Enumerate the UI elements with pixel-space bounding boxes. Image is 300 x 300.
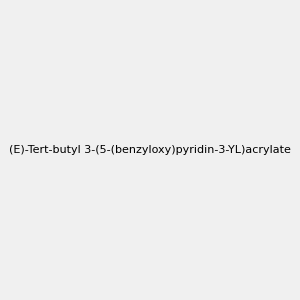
Text: (E)-Tert-butyl 3-(5-(benzyloxy)pyridin-3-YL)acrylate: (E)-Tert-butyl 3-(5-(benzyloxy)pyridin-3… (9, 145, 291, 155)
